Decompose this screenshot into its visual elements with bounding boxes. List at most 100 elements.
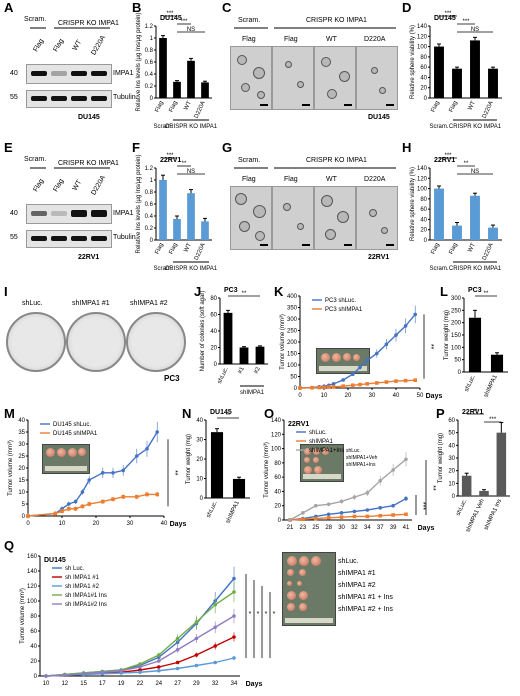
chart-title: DU145 <box>44 557 66 564</box>
y-tick-label: 80 <box>274 461 281 467</box>
bar <box>159 38 167 98</box>
blot-header-ko: CRISPR KO IMPA1 <box>58 20 119 27</box>
data-point <box>60 509 64 513</box>
y-tick-label: 20 <box>448 469 455 475</box>
sig-label: * <box>249 611 252 618</box>
data-point <box>358 382 362 387</box>
y-tick-label: 1.2 <box>145 24 154 30</box>
sig-label: ** <box>429 485 436 491</box>
data-point <box>135 495 139 499</box>
tumor-photo-k <box>316 348 370 374</box>
group-label: shIMPA1 <box>240 390 265 396</box>
x-tick-label: Flag <box>168 100 178 113</box>
panel-label-e: E <box>4 140 13 155</box>
y-tick-label: 0.4 <box>145 72 154 78</box>
y-tick-label: 20 <box>420 228 427 234</box>
data-point <box>288 518 292 522</box>
y-tick-label: 40 <box>18 418 25 424</box>
blot-band-label: IMPA1 <box>113 70 134 77</box>
blot-a-lines <box>30 27 110 29</box>
blot-band-label: Tubulin <box>113 94 136 101</box>
data-point <box>301 511 305 515</box>
y-tick-label: 120 <box>417 176 428 182</box>
y-tick-label: 1.2 <box>145 166 154 172</box>
x-tick-label: shLuc. <box>456 498 469 517</box>
y-tick-label: 40 <box>196 418 203 424</box>
x-tick-label: D220A <box>482 100 495 119</box>
blot-mw-marker: 55 <box>10 94 18 101</box>
data-point <box>87 478 91 482</box>
x-tick-label: WT <box>467 242 477 253</box>
y-tick-label: 0 <box>150 238 154 244</box>
y-tick-label: 15 <box>18 478 25 484</box>
x-tick-label: 30 <box>127 521 134 527</box>
y-tick-label: 10 <box>18 490 25 496</box>
y-tick-label: 50 <box>290 375 297 381</box>
x-tick-label: 10 <box>43 681 50 687</box>
y-tick-label: 60 <box>420 65 427 71</box>
panel-label-c: C <box>222 0 232 15</box>
data-point <box>53 511 57 516</box>
data-point <box>322 385 326 390</box>
sig-label: ** <box>182 161 187 167</box>
y-tick-label: 40 <box>448 443 455 449</box>
sig-label: *** <box>166 153 174 159</box>
y-tick-label: 80 <box>420 55 427 61</box>
x-tick-label: shIMPA1 <box>225 500 241 525</box>
panel-label-q: Q <box>4 538 15 553</box>
bar <box>479 490 489 496</box>
sig-label: *** <box>180 19 188 25</box>
bar <box>187 193 195 240</box>
sig-label: *** <box>444 11 452 17</box>
tumor-photo-m <box>42 444 90 474</box>
data-point <box>145 492 149 497</box>
data-point <box>138 662 142 666</box>
group-label: CRISPR KO IMPA1 <box>449 124 502 130</box>
y-tick-label: 100 <box>27 599 38 605</box>
chart-title: PC3 <box>468 287 482 294</box>
chart-title: DU145 <box>160 15 182 22</box>
data-point <box>378 513 383 518</box>
sig-label: ** <box>464 161 469 167</box>
y-axis-label: Tumor volume (mm³) <box>8 440 14 496</box>
x-axis-label: Days <box>426 393 443 400</box>
x-tick-label: 23 <box>300 525 307 531</box>
chart-title: 22RV1 <box>160 157 181 164</box>
group-label: Scram. <box>429 124 448 130</box>
y-axis-label: Relative Ins levels (µg Ins/µg protein) <box>136 13 142 112</box>
y-tick-label: 250 <box>451 308 462 314</box>
legend-label: sh IMPA1#1 Ins <box>65 593 107 599</box>
panel-label-p: P <box>436 406 445 421</box>
data-point <box>157 659 161 663</box>
y-tick-label: 40 <box>274 489 281 495</box>
western-blot-du145: Scram. CRISPR KO IMPA1 Flag Flag WT D220… <box>6 14 136 134</box>
bar <box>434 46 444 98</box>
y-tick-label: 0 <box>34 674 38 680</box>
y-tick-label: 0.2 <box>145 226 154 232</box>
y-tick-label: 0.4 <box>145 214 154 220</box>
blot-band-label: IMPA1 <box>113 210 134 217</box>
y-tick-label: 20 <box>420 86 427 92</box>
data-point <box>384 380 389 384</box>
y-tick-label: 150 <box>287 352 298 358</box>
panel-label-o: O <box>264 406 275 421</box>
y-tick-label: 80 <box>30 614 37 620</box>
blot-header-ko: CRISPR KO IMPA1 <box>58 160 119 167</box>
y-tick-label: 20 <box>196 457 203 463</box>
x-tick-label: 24 <box>155 681 162 687</box>
soft-agar-dishes: shLuc. shIMPA1 #1 shIMPA1 #2 PC3 <box>6 296 192 396</box>
data-point <box>155 430 159 434</box>
data-point <box>413 312 418 317</box>
blot-mw-marker: 55 <box>10 234 18 241</box>
y-tick-label: 0 <box>278 518 282 524</box>
data-point <box>391 468 395 472</box>
data-point <box>111 471 115 475</box>
legend-label: PC3 shLuc. <box>325 298 356 304</box>
data-point <box>327 385 331 389</box>
x-tick-label: 32 <box>212 681 219 687</box>
panel-label-n: N <box>182 406 192 421</box>
data-point <box>365 508 370 512</box>
data-point <box>339 499 344 504</box>
micro-label: D220A <box>364 176 386 183</box>
data-point <box>213 625 217 630</box>
